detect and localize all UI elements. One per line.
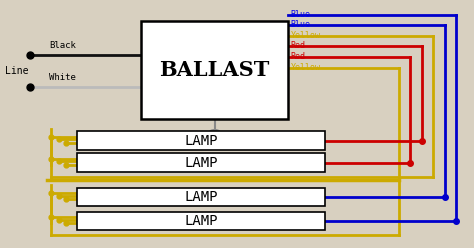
Text: Blue: Blue bbox=[291, 10, 310, 19]
Circle shape bbox=[209, 130, 220, 135]
Text: Red: Red bbox=[291, 41, 306, 50]
Text: Yellow: Yellow bbox=[291, 63, 321, 72]
Text: Black: Black bbox=[49, 41, 76, 50]
Text: LAMP: LAMP bbox=[184, 214, 218, 228]
Bar bbox=[76, 154, 325, 172]
Text: White: White bbox=[49, 73, 76, 82]
Text: LAMP: LAMP bbox=[184, 190, 218, 204]
Bar bbox=[76, 188, 325, 206]
Text: LAMP: LAMP bbox=[184, 156, 218, 170]
Bar bbox=[141, 21, 288, 119]
Bar bbox=[76, 131, 325, 150]
Bar bbox=[76, 212, 325, 230]
Text: Red: Red bbox=[291, 52, 306, 61]
Text: Line: Line bbox=[5, 66, 28, 76]
Text: Yellow: Yellow bbox=[291, 31, 321, 40]
Text: BALLAST: BALLAST bbox=[159, 60, 270, 80]
Text: Blue: Blue bbox=[291, 20, 310, 29]
Text: LAMP: LAMP bbox=[184, 134, 218, 148]
